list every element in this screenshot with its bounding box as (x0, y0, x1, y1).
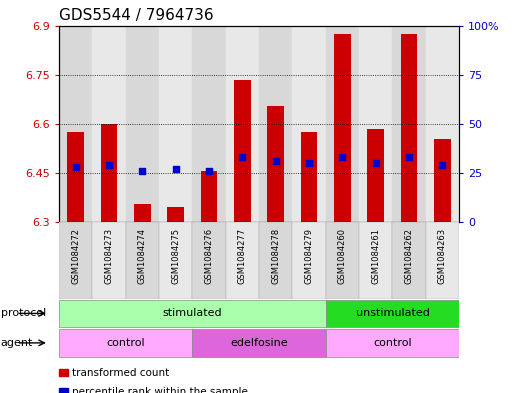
Text: transformed count: transformed count (72, 368, 170, 378)
Point (338, 154, 346, 160)
Bar (192, 329, 326, 357)
Bar (426, 222, 459, 299)
Text: GSM1084272: GSM1084272 (71, 228, 80, 284)
Point (405, 154, 413, 160)
Bar (234, 79, 251, 222)
Bar (126, 26, 159, 222)
Text: edelfosine: edelfosine (230, 338, 288, 348)
Bar (326, 299, 459, 327)
Bar (101, 124, 117, 222)
Bar (59, 329, 192, 357)
Bar (326, 26, 359, 222)
Bar (334, 34, 351, 222)
Text: control: control (106, 338, 145, 348)
Bar (326, 329, 459, 357)
Bar (426, 26, 459, 222)
Text: protocol: protocol (1, 309, 46, 318)
Point (138, 168, 147, 174)
Text: GSM1084278: GSM1084278 (271, 228, 280, 284)
Point (205, 168, 213, 174)
Bar (67, 132, 84, 222)
Bar (92, 222, 126, 299)
Bar (259, 26, 292, 222)
Bar (59, 222, 92, 299)
Bar (201, 171, 218, 222)
Point (371, 160, 380, 166)
Bar (167, 208, 184, 222)
Text: GSM1084279: GSM1084279 (305, 228, 313, 284)
Text: GSM1084276: GSM1084276 (205, 228, 213, 284)
Point (438, 162, 446, 168)
Text: GSM1084273: GSM1084273 (105, 228, 113, 284)
Bar (401, 34, 418, 222)
Bar (292, 26, 326, 222)
Text: GSM1084275: GSM1084275 (171, 228, 180, 284)
Text: GSM1084277: GSM1084277 (238, 228, 247, 284)
Text: GSM1084261: GSM1084261 (371, 228, 380, 284)
Bar (226, 222, 259, 299)
Point (238, 154, 246, 160)
Bar (259, 222, 292, 299)
Text: GSM1084262: GSM1084262 (405, 228, 413, 284)
Bar (159, 26, 192, 222)
Text: control: control (373, 338, 412, 348)
Bar (126, 222, 159, 299)
Bar (359, 26, 392, 222)
Text: percentile rank within the sample: percentile rank within the sample (72, 387, 248, 393)
Bar (92, 26, 126, 222)
Point (105, 162, 113, 168)
Point (171, 166, 180, 172)
Bar (59, 26, 92, 222)
Point (71, 164, 80, 170)
Point (305, 160, 313, 166)
Bar (226, 26, 259, 222)
Bar (392, 222, 426, 299)
Bar (267, 106, 284, 222)
Bar (159, 222, 192, 299)
Text: GSM1084263: GSM1084263 (438, 228, 447, 284)
Text: agent: agent (1, 338, 33, 348)
Bar (367, 129, 384, 222)
Bar (434, 139, 451, 222)
Bar (292, 222, 326, 299)
Text: GSM1084260: GSM1084260 (338, 228, 347, 284)
Bar (392, 26, 426, 222)
Bar (192, 26, 226, 222)
Text: unstimulated: unstimulated (356, 309, 429, 318)
Point (271, 158, 280, 164)
Bar (134, 204, 151, 222)
Bar (359, 222, 392, 299)
Bar (59, 299, 326, 327)
Text: GSM1084274: GSM1084274 (138, 228, 147, 284)
Bar (192, 222, 226, 299)
Text: GDS5544 / 7964736: GDS5544 / 7964736 (59, 8, 213, 23)
Bar (326, 222, 359, 299)
Text: stimulated: stimulated (163, 309, 222, 318)
Bar (301, 132, 318, 222)
